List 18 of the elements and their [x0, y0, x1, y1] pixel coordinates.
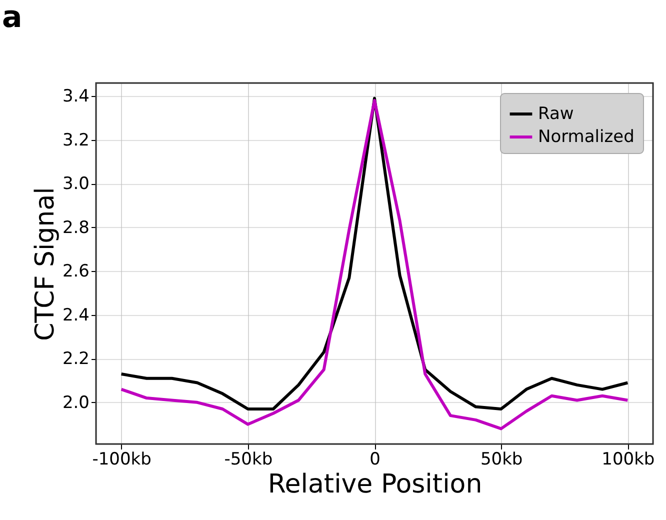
- x-tick-label: -50kb: [224, 450, 273, 470]
- y-tick-label: 2.2: [62, 349, 90, 370]
- x-axis-title: Relative Position: [268, 470, 482, 500]
- y-axis-title: CTCF Signal: [30, 187, 60, 341]
- y-tick-label: 2.6: [62, 262, 90, 282]
- x-tick-label: 100kb: [602, 450, 655, 470]
- y-tick-label: 2.0: [62, 392, 90, 413]
- legend-label: Raw: [538, 104, 574, 124]
- x-tick-label: 50kb: [480, 450, 523, 470]
- text: a: [2, 0, 22, 35]
- y-tick-label: 2.8: [62, 218, 90, 238]
- y-tick-label: 3.4: [62, 86, 90, 107]
- legend-label: Normalized: [538, 127, 634, 147]
- y-tick-label: 3.0: [62, 174, 90, 194]
- x-tick-label: 0: [370, 450, 380, 470]
- y-tick-label: 2.4: [62, 305, 90, 326]
- y-tick-label: 3.2: [62, 130, 90, 150]
- x-tick-label: -100kb: [92, 450, 152, 470]
